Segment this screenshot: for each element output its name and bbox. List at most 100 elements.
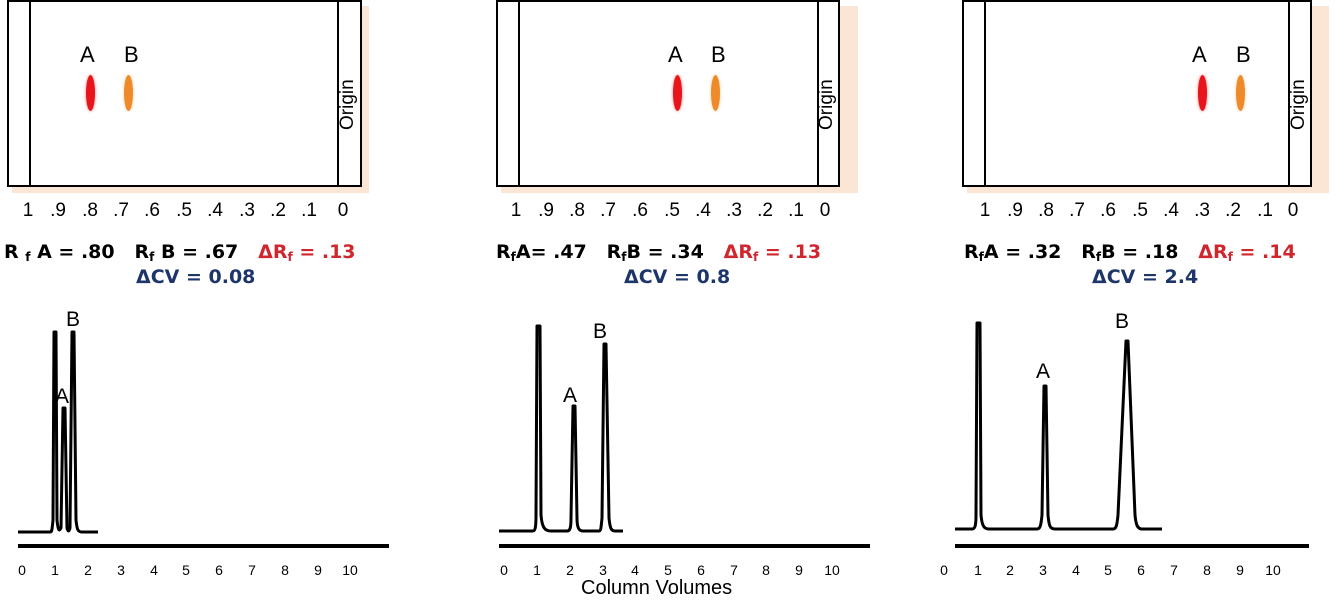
cv-tick: 2 (566, 562, 574, 578)
cv-tick: 7 (1170, 562, 1178, 578)
rf-tick: .8 (82, 200, 98, 221)
chromatogram-trace (18, 330, 98, 534)
spot-a-label: A (1192, 42, 1207, 67)
origin-label: Origin (1288, 79, 1309, 130)
spot-b (1236, 75, 1245, 111)
chromatogram-trace (955, 321, 1162, 531)
cv-tick: 0 (940, 562, 948, 578)
spot-a (86, 75, 95, 111)
rf-tick: 0 (1287, 200, 1299, 221)
cv-tick: 4 (631, 562, 639, 578)
rf-tick: 1 (510, 200, 522, 221)
rf-tick: .6 (1100, 200, 1116, 221)
rf-tick: .5 (176, 200, 192, 221)
rf-tick: .2 (270, 200, 286, 221)
x-axis-line (499, 544, 870, 548)
rf-tick: .1 (301, 200, 317, 221)
rf-a-value: R f A = .80 (4, 241, 115, 264)
origin-line (1288, 2, 1290, 185)
rf-tick: .6 (632, 200, 648, 221)
cv-tick: 1 (533, 562, 541, 578)
origin-line (337, 2, 339, 185)
delta-rf-value: ΔRf = .14 (1198, 241, 1296, 264)
rf-tick: .7 (600, 200, 616, 221)
rf-tick: .1 (1257, 200, 1273, 221)
rf-values: R f A = .80 Rf B = .67 ΔRf = .13 (4, 241, 356, 264)
cv-tick: 9 (1236, 562, 1244, 578)
rf-tick: .2 (1225, 200, 1241, 221)
spot-b (124, 75, 133, 111)
cv-tick: 0 (500, 562, 508, 578)
spot-a-label: A (668, 42, 683, 67)
rf-tick: .2 (757, 200, 773, 221)
x-axis-line (955, 544, 1309, 548)
rf-b-value: Rf B = .67 (134, 241, 239, 264)
rf-tick: .4 (1163, 200, 1179, 221)
origin-label: Origin (816, 79, 837, 130)
cv-tick: 3 (117, 562, 125, 578)
panel-3: Origin A B 1 .9 .8 .7 .6 .5 .4 .3 .2 .1 … (940, 0, 1339, 614)
solvent-front-line (518, 2, 520, 185)
cv-tick: 5 (182, 562, 190, 578)
cv-tick: 0 (18, 562, 26, 578)
rf-b-value: RfB = .34 (606, 241, 704, 264)
solvent-front-line (984, 2, 986, 185)
peak-a-label: A (55, 385, 70, 408)
delta-cv-value: ΔCV = 0.08 (136, 266, 256, 288)
rf-a-value: RfA= .47 (496, 241, 587, 264)
cv-tick: 2 (1006, 562, 1014, 578)
cv-tick: 8 (762, 562, 770, 578)
solvent-front-line (29, 2, 31, 185)
origin-label: Origin (337, 79, 358, 130)
rf-tick: .9 (50, 200, 66, 221)
cv-tick: 10 (342, 562, 358, 578)
cv-tick: 3 (599, 562, 607, 578)
rf-tick: .6 (144, 200, 160, 221)
rf-tick: .3 (1194, 200, 1210, 221)
cv-tick: 3 (1039, 562, 1047, 578)
spot-b-label: B (124, 42, 139, 67)
spot-b-label: B (1236, 42, 1251, 67)
spot-b (711, 75, 720, 111)
rf-tick: 1 (22, 200, 34, 221)
rf-tick: .5 (664, 200, 680, 221)
cv-tick: 6 (215, 562, 223, 578)
rf-tick: .5 (1132, 200, 1148, 221)
cv-tick: 6 (697, 562, 705, 578)
rf-tick: .7 (113, 200, 129, 221)
chromatogram (499, 324, 870, 548)
rf-tick: .4 (207, 200, 223, 221)
peak-b-label: B (66, 308, 81, 331)
cv-tick: 4 (150, 562, 158, 578)
rf-b-value: RfB = .18 (1081, 241, 1179, 264)
cv-tick: 7 (730, 562, 738, 578)
x-axis-title: Column Volumes (581, 577, 733, 599)
cv-tick: 4 (1072, 562, 1080, 578)
rf-tick: 0 (337, 200, 349, 221)
tlc-plate (496, 0, 840, 187)
cv-tick: 8 (281, 562, 289, 578)
rf-a-value: RfA = .32 (964, 241, 1062, 264)
cv-tick: 10 (1265, 562, 1281, 578)
rf-tick: .4 (695, 200, 711, 221)
rf-tick: .3 (239, 200, 255, 221)
chromatogram (955, 321, 1309, 548)
cv-tick: 5 (664, 562, 672, 578)
panel-1: Origin A B 1 .9 .8 .7 .6 .5 .4 .3 .2 .1 … (0, 0, 420, 614)
origin-line (817, 2, 819, 185)
delta-rf-value: ΔRf = .13 (723, 241, 822, 264)
panel-2: Origin A B 1 .9 .8 .7 .6 .5 .4 .3 .2 .1 … (489, 0, 909, 614)
rf-tick: 1 (979, 200, 991, 221)
x-axis-line (18, 544, 389, 548)
rf-tick: .8 (569, 200, 585, 221)
delta-cv-value: ΔCV = 2.4 (1092, 266, 1199, 288)
spot-a-label: A (80, 42, 95, 67)
rf-tick: .7 (1069, 200, 1085, 221)
cv-tick: 1 (51, 562, 59, 578)
tlc-plate (962, 0, 1312, 187)
cv-tick: 9 (795, 562, 803, 578)
rf-values: RfA= .47 RfB = .34 ΔRf = .13 (496, 241, 821, 264)
cv-tick: 10 (824, 562, 840, 578)
rf-tick: .3 (726, 200, 742, 221)
rf-tick: .8 (1038, 200, 1054, 221)
